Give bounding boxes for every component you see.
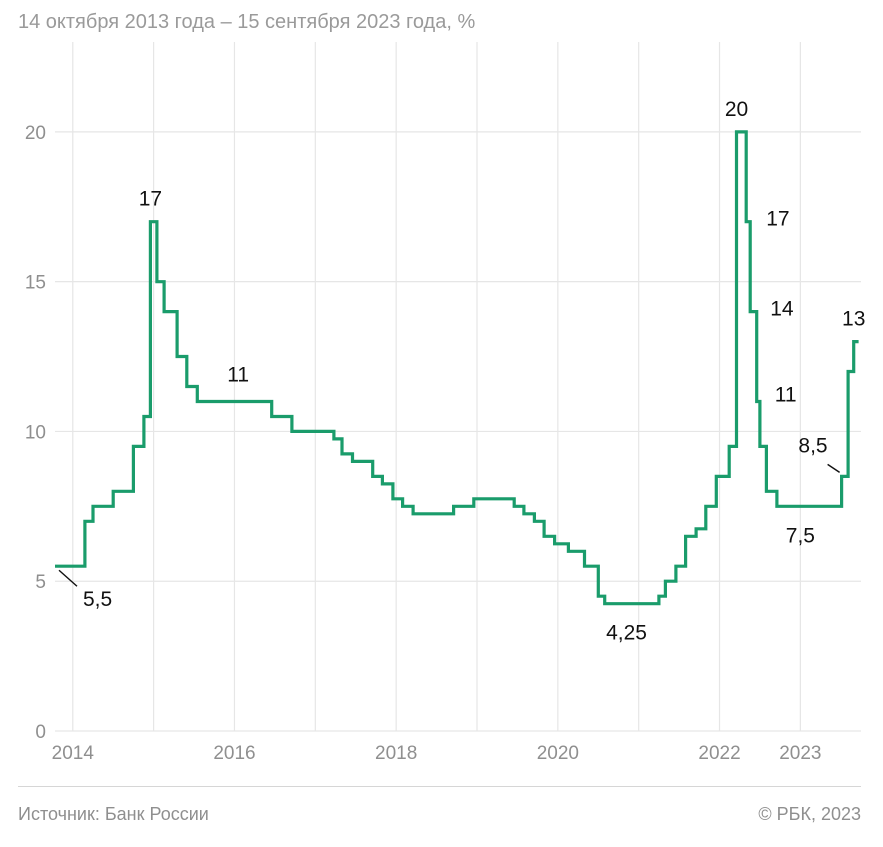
y-tick-label: 15 [25, 273, 46, 294]
copyright-note: © РБК, 2023 [758, 804, 861, 824]
y-tick-label: 0 [35, 722, 46, 743]
data-label: 17 [139, 188, 162, 211]
data-labels: 5,5 17 11 4,25 20 17 14 11 7,5 8,5 13 [58, 98, 865, 645]
label-leader-line [58, 569, 78, 587]
data-label: 7,5 [786, 524, 815, 547]
data-label: 20 [725, 98, 748, 121]
chart-subtitle: 14 октября 2013 года – 15 сентября 2023 … [18, 11, 476, 33]
x-tick-label: 2022 [698, 743, 740, 764]
footer-divider [18, 786, 861, 787]
data-label: 8,5 [798, 434, 827, 457]
x-tick-label: 2018 [375, 743, 417, 764]
source-note: Источник: Банк России [18, 804, 209, 824]
data-label: 4,25 [606, 622, 647, 645]
data-label: 13 [842, 308, 865, 331]
axis-ticks: 0 5 10 15 20 2014 2016 2018 2020 2022 2023 [25, 123, 822, 764]
x-tick-label: 2020 [537, 743, 579, 764]
x-tick-label: 2023 [779, 743, 821, 764]
data-label: 14 [770, 298, 794, 321]
x-tick-label: 2016 [213, 743, 255, 764]
data-label: 17 [766, 208, 789, 231]
grid [55, 42, 861, 732]
rate-series-line [55, 130, 859, 606]
label-leader-line [827, 463, 840, 473]
y-tick-label: 20 [25, 123, 46, 144]
data-label: 11 [227, 363, 249, 386]
x-tick-label: 2014 [52, 743, 95, 764]
data-label: 5,5 [83, 588, 112, 611]
y-tick-label: 5 [35, 572, 46, 593]
y-tick-label: 10 [25, 422, 46, 443]
series [55, 130, 859, 606]
data-label: 11 [775, 383, 797, 406]
